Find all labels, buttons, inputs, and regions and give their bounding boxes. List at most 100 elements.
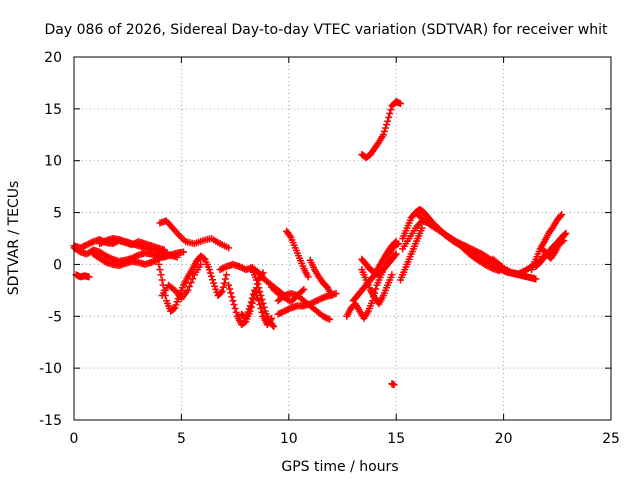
data-point xyxy=(550,250,558,258)
series-k4 xyxy=(358,266,396,308)
data-point xyxy=(387,106,395,114)
data-point xyxy=(219,283,227,291)
data-point xyxy=(220,279,228,287)
data-point xyxy=(256,288,264,296)
series-n3 xyxy=(396,224,426,284)
y-tick-label: 20 xyxy=(44,50,62,66)
data-point xyxy=(247,298,255,306)
series-h2 xyxy=(274,289,334,323)
grid xyxy=(74,57,611,420)
data-point xyxy=(228,293,236,301)
data-point xyxy=(197,260,205,268)
data-point xyxy=(207,272,215,280)
data-point xyxy=(390,381,398,389)
series-k3 xyxy=(358,250,400,279)
y-tick-label: 5 xyxy=(53,206,62,222)
data-point xyxy=(304,273,312,281)
y-axis-label: SDTVAR / TECUs xyxy=(6,181,22,296)
data-point xyxy=(392,250,400,258)
series-d2 xyxy=(158,260,205,303)
data-point xyxy=(560,231,568,239)
data-point xyxy=(85,273,93,281)
series-b xyxy=(72,271,93,281)
data-point xyxy=(217,288,225,296)
data-point xyxy=(258,308,266,316)
data-point xyxy=(212,285,220,293)
data-point xyxy=(229,297,237,305)
series-a4 xyxy=(96,235,181,261)
x-tick-label: 10 xyxy=(280,431,298,447)
data-point xyxy=(218,287,226,295)
data-point xyxy=(209,276,217,284)
data-point xyxy=(256,301,264,309)
x-tick-label: 15 xyxy=(387,431,405,447)
data-point xyxy=(255,284,263,292)
data-point xyxy=(557,212,565,220)
data-point xyxy=(225,281,233,289)
data-point xyxy=(380,127,388,135)
series-l xyxy=(358,98,404,162)
data-point xyxy=(206,269,214,277)
data-point xyxy=(242,314,250,322)
data-point xyxy=(532,275,540,283)
data-point xyxy=(328,292,336,300)
data-point xyxy=(156,266,164,274)
data-point xyxy=(221,275,229,283)
axis-ticks xyxy=(73,56,612,421)
data-point xyxy=(269,321,277,329)
data-point xyxy=(172,301,180,309)
series-c xyxy=(156,217,233,252)
y-tick-label: -10 xyxy=(39,361,62,377)
series-m xyxy=(388,380,398,389)
data-point xyxy=(180,248,188,256)
data-point xyxy=(372,285,380,293)
series-r xyxy=(538,231,568,262)
x-tick-label: 5 xyxy=(177,431,186,447)
data-point xyxy=(246,302,254,310)
series-d xyxy=(154,252,231,315)
data-point xyxy=(558,211,566,219)
data-point xyxy=(392,238,400,246)
data-point xyxy=(244,308,252,316)
data-point xyxy=(253,276,261,284)
data-point xyxy=(173,298,181,306)
data-point xyxy=(391,239,399,247)
data-point xyxy=(379,131,387,139)
data-point xyxy=(418,224,426,232)
data-point xyxy=(383,121,391,129)
y-tick-labels: -15 -10 -5 0 5 10 15 20 xyxy=(39,50,62,429)
data-point xyxy=(259,299,267,307)
data-point xyxy=(205,266,213,274)
y-tick-label: -5 xyxy=(48,309,62,325)
series-j xyxy=(306,256,336,300)
data-point xyxy=(270,323,278,331)
data-point xyxy=(231,305,239,313)
data-point xyxy=(391,251,399,259)
y-tick-label: -15 xyxy=(39,413,62,429)
x-tick-label: 20 xyxy=(495,431,513,447)
series-i xyxy=(283,227,312,281)
data-point xyxy=(173,253,181,261)
data-point xyxy=(227,289,235,297)
data-point xyxy=(232,308,240,316)
series-h3 xyxy=(268,283,308,306)
data-point xyxy=(385,113,393,121)
data-point xyxy=(245,305,253,313)
data-point xyxy=(187,279,195,287)
data-point xyxy=(386,110,394,118)
data-point xyxy=(210,279,218,287)
y-tick-label: 10 xyxy=(44,154,62,170)
data-point xyxy=(184,286,192,294)
series-g xyxy=(248,266,278,331)
data-point xyxy=(158,276,166,284)
data-point xyxy=(170,305,178,313)
data-point xyxy=(230,301,238,309)
data-point xyxy=(154,255,162,263)
x-tick-label: 25 xyxy=(602,431,620,447)
data-point xyxy=(223,271,231,279)
data-point xyxy=(388,271,396,279)
chart-title: Day 086 of 2026, Sidereal Day-to-day VTE… xyxy=(45,22,608,38)
x-tick-labels: 0 5 10 15 20 25 xyxy=(70,431,620,447)
data-point xyxy=(225,244,233,252)
